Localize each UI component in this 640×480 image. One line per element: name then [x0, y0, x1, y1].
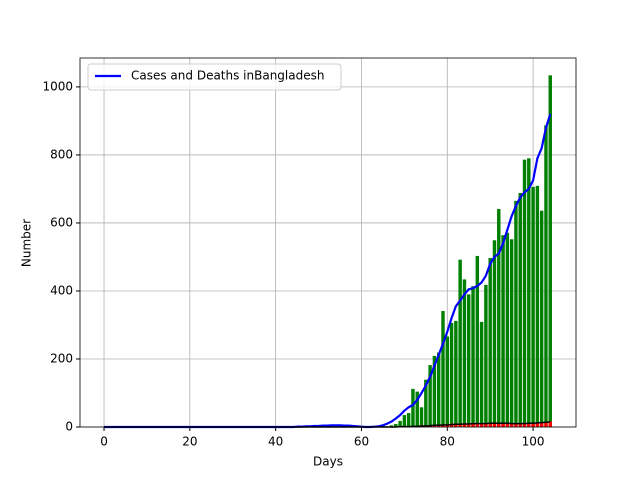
bar: [432, 355, 437, 427]
x-axis-label: Days: [313, 455, 343, 469]
bar: [471, 422, 475, 427]
bar: [441, 311, 445, 427]
bar: [488, 257, 492, 427]
bar: [539, 210, 544, 427]
bar: [479, 321, 484, 427]
bar: [527, 422, 531, 427]
bar: [531, 422, 535, 427]
bar: [548, 75, 552, 428]
x-tick-label: 80: [440, 435, 455, 449]
bar: [436, 352, 441, 427]
legend-box: [87, 63, 342, 91]
y-tick-label: 800: [50, 147, 73, 161]
bar: [475, 423, 480, 427]
bar: [445, 336, 449, 427]
y-tick-label: 600: [50, 215, 73, 229]
bar: [394, 423, 398, 427]
x-tick-label: 0: [100, 435, 108, 449]
bar: [441, 424, 445, 427]
x-tick-label: 20: [182, 435, 197, 449]
y-axis-label: Number: [20, 219, 34, 267]
bar: [514, 200, 518, 427]
bar: [454, 320, 458, 427]
bar: [484, 284, 488, 427]
bar: [419, 407, 424, 427]
bar: [539, 422, 544, 427]
bar: [484, 423, 488, 427]
y-tick-label: 1000: [42, 79, 73, 93]
bar: [475, 255, 480, 427]
bar: [402, 415, 407, 427]
bar: [454, 423, 458, 427]
bar: [492, 422, 497, 427]
bar: [406, 413, 411, 427]
y-tick-label: 400: [50, 283, 73, 297]
line: [104, 113, 552, 429]
bar: [462, 423, 467, 427]
bar: [471, 286, 475, 427]
bar: [462, 279, 467, 427]
x-tick-label: 100: [522, 435, 545, 449]
bar: [458, 259, 462, 427]
bar: [505, 423, 510, 427]
x-tick-label: 40: [268, 435, 283, 449]
bar: [544, 421, 548, 427]
bar: [531, 186, 535, 427]
bar: [501, 235, 505, 427]
bar: [544, 125, 548, 427]
y-tick-label: 0: [65, 420, 73, 434]
bar: [415, 391, 419, 427]
bar: [458, 424, 462, 427]
bar: [522, 423, 527, 427]
bar: [505, 232, 510, 427]
bar: [389, 425, 394, 427]
bar: [411, 388, 415, 427]
bar: [424, 379, 428, 427]
x-tick-label: 60: [354, 435, 369, 449]
bar: [449, 322, 454, 427]
bar: [497, 209, 501, 427]
bar: [535, 422, 540, 427]
bar: [518, 424, 522, 427]
bar: [501, 423, 505, 427]
plot-frame: [79, 57, 577, 428]
bar: [428, 365, 432, 427]
y-tick-label: 200: [50, 351, 73, 365]
bar: [548, 421, 552, 427]
legend-label: Cases and Deaths inBangladesh: [131, 69, 324, 83]
bar: [492, 240, 497, 427]
bar: [497, 423, 501, 427]
bar: [467, 423, 471, 427]
bar: [488, 422, 492, 427]
bar: [535, 185, 540, 427]
bar: [518, 193, 522, 427]
bar: [522, 159, 527, 427]
bar: [527, 158, 531, 427]
bar: [479, 423, 484, 427]
bar: [509, 424, 514, 427]
bar: [509, 239, 514, 427]
bar: [398, 420, 402, 427]
bar: [467, 294, 471, 427]
bar: [514, 423, 518, 427]
